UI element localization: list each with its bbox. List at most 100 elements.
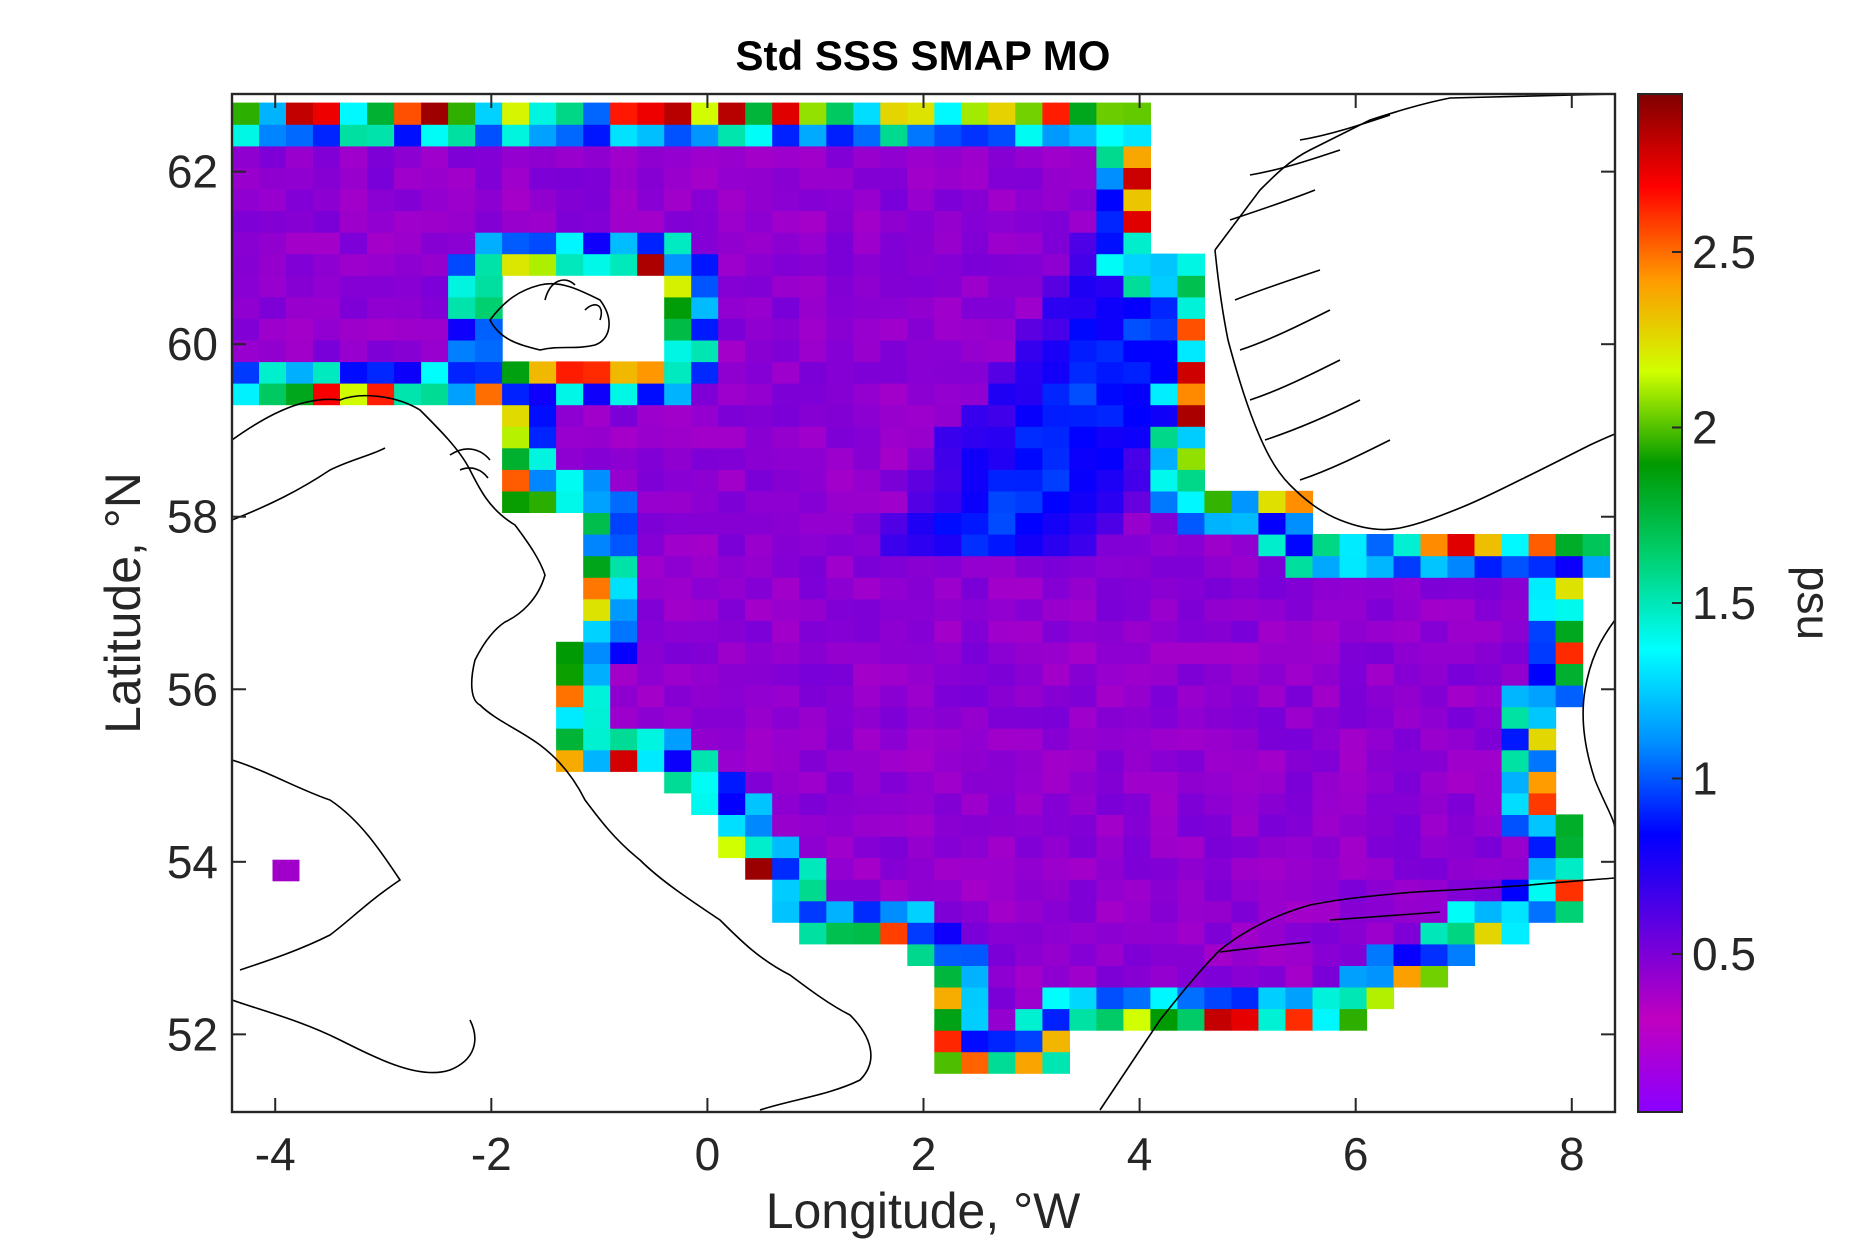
heatmap-cell — [907, 900, 935, 923]
heatmap-cell — [394, 361, 422, 384]
heatmap-cell — [610, 145, 638, 168]
y-tick-label: 58 — [167, 491, 218, 543]
heatmap-cell — [1339, 598, 1368, 621]
heatmap-cell — [475, 361, 503, 384]
heatmap-cell — [475, 102, 503, 125]
heatmap-cell — [610, 102, 638, 125]
heatmap-cell — [1042, 879, 1070, 902]
heatmap-cell — [1177, 253, 1205, 276]
heatmap-cell — [664, 318, 692, 341]
heatmap-cell — [1393, 620, 1422, 643]
heatmap-cell — [853, 275, 881, 298]
heatmap-cell — [664, 404, 692, 427]
heatmap-cell — [502, 232, 530, 255]
heatmap-cell — [1231, 857, 1259, 880]
heatmap-cell — [394, 275, 422, 298]
heatmap-cell — [961, 685, 989, 708]
heatmap-cell — [799, 469, 827, 492]
heatmap-cell — [637, 555, 665, 578]
heatmap-cell — [1177, 577, 1205, 600]
heatmap-cell — [232, 102, 260, 125]
heatmap-cell — [232, 318, 260, 341]
heatmap-cell — [1420, 577, 1449, 600]
heatmap-cell — [1150, 900, 1178, 923]
heatmap-cell — [583, 706, 611, 729]
heatmap-cell — [1096, 145, 1124, 168]
heatmap-cell — [1096, 620, 1124, 643]
heatmap-cell — [1258, 771, 1286, 794]
heatmap-cell — [1015, 641, 1043, 664]
heatmap-cell — [610, 512, 638, 535]
heatmap-cell — [1096, 404, 1124, 427]
heatmap-cell — [961, 598, 989, 621]
heatmap-cell — [1042, 124, 1070, 147]
heatmap-cell — [772, 232, 800, 255]
heatmap-cell — [988, 641, 1016, 664]
heatmap-cell — [880, 620, 908, 643]
heatmap-cell — [367, 232, 395, 255]
heatmap-cell — [1177, 469, 1205, 492]
heatmap-cell — [691, 512, 719, 535]
heatmap-cell — [1366, 814, 1395, 837]
heatmap-cell — [1096, 512, 1124, 535]
heatmap-cell — [1069, 792, 1097, 815]
heatmap-cell — [448, 318, 476, 341]
heatmap-cell — [1150, 620, 1178, 643]
heatmap-cell — [1015, 167, 1043, 190]
heatmap-cell — [907, 102, 935, 125]
heatmap-cell — [1042, 986, 1070, 1010]
heatmap-cell — [556, 663, 584, 686]
heatmap-cell — [259, 167, 287, 190]
heatmap-cell — [529, 447, 557, 470]
heatmap-cell — [1366, 900, 1395, 923]
heatmap-cell — [961, 404, 989, 427]
heatmap-cell — [988, 620, 1016, 643]
heatmap-cell — [610, 749, 638, 772]
heatmap-cell — [1123, 447, 1151, 470]
heatmap-cell — [961, 426, 989, 449]
heatmap-cell — [1258, 706, 1286, 729]
heatmap-cell — [826, 922, 854, 945]
heatmap-cell — [988, 814, 1016, 837]
heatmap-cell — [853, 641, 881, 664]
heatmap-cell — [1339, 986, 1368, 1010]
heatmap-cell — [1069, 577, 1097, 600]
heatmap-cell — [907, 943, 935, 966]
heatmap-cell — [1528, 577, 1557, 600]
heatmap-cell — [1366, 943, 1395, 966]
heatmap-cell — [286, 102, 314, 125]
heatmap-cell — [664, 232, 692, 255]
heatmap-cell — [853, 534, 881, 557]
heatmap-cell — [1420, 792, 1449, 815]
heatmap-cell — [1285, 555, 1314, 578]
heatmap-cell — [1069, 663, 1097, 686]
heatmap-cell — [1339, 641, 1368, 664]
heatmap-cell — [718, 145, 746, 168]
heatmap-cell — [853, 922, 881, 945]
heatmap-cell — [1204, 771, 1232, 794]
heatmap-cell — [1447, 749, 1476, 772]
heatmap-cell — [1123, 318, 1151, 341]
heatmap-cell — [745, 447, 773, 470]
heatmap-cell — [1042, 555, 1070, 578]
colorbar-tick-label: 2.5 — [1692, 226, 1756, 278]
heatmap-cell — [1177, 339, 1205, 363]
heatmap-cell — [367, 210, 395, 233]
heatmap-cell — [1069, 102, 1097, 125]
heatmap-cell — [1420, 857, 1449, 880]
heatmap-cell — [718, 383, 746, 406]
heatmap-cell — [1096, 275, 1124, 298]
heatmap-cell — [799, 577, 827, 600]
heatmap-cell — [1042, 814, 1070, 837]
heatmap-cell — [853, 490, 881, 513]
heatmap-cell — [826, 167, 854, 190]
heatmap-cell — [691, 318, 719, 341]
heatmap-cell — [1393, 728, 1422, 751]
heatmap-cell — [1123, 728, 1151, 751]
heatmap-cell — [772, 663, 800, 686]
heatmap-cell — [880, 512, 908, 535]
heatmap-cell — [880, 857, 908, 880]
heatmap-cell — [556, 124, 584, 147]
heatmap-cell — [1231, 555, 1259, 578]
